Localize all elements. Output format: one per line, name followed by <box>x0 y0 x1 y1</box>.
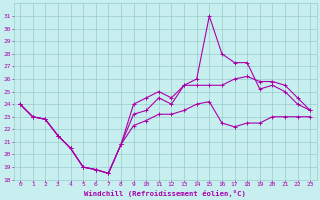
X-axis label: Windchill (Refroidissement éolien,°C): Windchill (Refroidissement éolien,°C) <box>84 190 246 197</box>
